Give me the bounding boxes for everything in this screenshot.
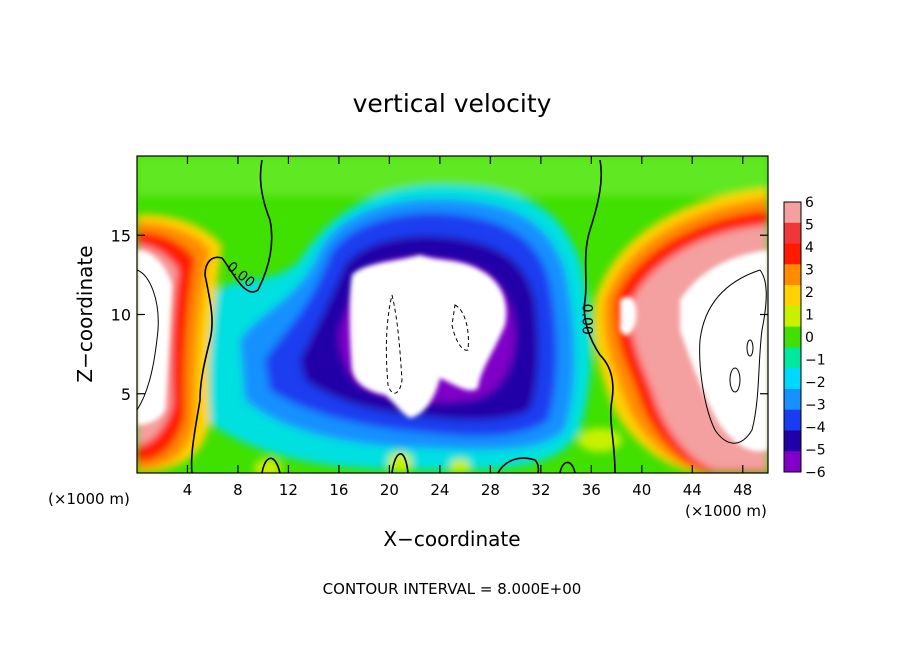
colorbar-label: −5 bbox=[805, 443, 826, 459]
y-tick-label: 15 bbox=[111, 226, 131, 245]
x-tick-label: 12 bbox=[279, 481, 298, 499]
contour-label: 0.00 bbox=[578, 304, 594, 335]
colorbar-swatch bbox=[784, 347, 801, 369]
x-tick-label: 20 bbox=[380, 481, 399, 499]
x-axis-units-right: (×1000 m) bbox=[685, 502, 767, 520]
y-axis-label: Z−coordinate bbox=[73, 245, 97, 382]
colorbar-label: −2 bbox=[805, 375, 826, 391]
colorbar-swatch bbox=[784, 388, 801, 411]
colorbar-label: −6 bbox=[805, 465, 826, 481]
x-tick-label: 40 bbox=[632, 481, 651, 499]
x-tick-label: 44 bbox=[683, 481, 702, 499]
colorbar-frame bbox=[783, 201, 802, 473]
x-tick-label: 8 bbox=[233, 481, 243, 499]
x-axis: 4 8 12 16 20 24 28 32 36 40 44 48 bbox=[183, 156, 752, 499]
colorbar-label: 3 bbox=[805, 263, 814, 279]
x-axis-units-left: (×1000 m) bbox=[48, 490, 130, 508]
zero-contours bbox=[190, 159, 616, 473]
colorbar-swatch bbox=[784, 305, 801, 328]
colorbar-swatch bbox=[784, 430, 801, 452]
chart-title: vertical velocity bbox=[353, 89, 552, 118]
colorbar-label: 1 bbox=[805, 308, 814, 324]
x-tick-label: 16 bbox=[329, 481, 348, 499]
colorbar-label: −4 bbox=[805, 420, 826, 436]
contour-interval-note: CONTOUR INTERVAL = 8.000E+00 bbox=[323, 580, 582, 598]
colorbar-swatch bbox=[784, 243, 801, 265]
colorbar-label: −1 bbox=[805, 353, 826, 369]
y-axis: 5 10 15 bbox=[111, 226, 768, 404]
velocity-field bbox=[137, 156, 768, 473]
colorbar-swatch bbox=[784, 222, 801, 245]
x-tick-label: 48 bbox=[733, 481, 752, 499]
colorbar-label: −3 bbox=[805, 398, 826, 414]
x-axis-label: X−coordinate bbox=[383, 527, 520, 551]
x-tick-label: 24 bbox=[430, 481, 449, 499]
colorbar-swatch bbox=[784, 368, 801, 390]
colorbar-swatch bbox=[784, 409, 801, 431]
colorbar-label: 5 bbox=[805, 218, 814, 234]
colorbar-swatch bbox=[784, 285, 801, 307]
y-tick-label: 10 bbox=[111, 306, 131, 325]
colorbar-swatch bbox=[784, 202, 801, 224]
colorbar-label: 2 bbox=[805, 285, 814, 301]
colorbar-label: 4 bbox=[805, 240, 814, 256]
colorbar-swatch bbox=[784, 451, 801, 473]
x-tick-label: 32 bbox=[531, 481, 550, 499]
colorbar-label: 6 bbox=[805, 195, 814, 211]
colorbar: 6 5 4 3 2 1 0 −1 −2 −3 −4 −5 −6 bbox=[783, 195, 826, 481]
colorbar-swatch bbox=[784, 326, 801, 348]
colorbar-label: 0 bbox=[805, 330, 814, 346]
colorbar-swatch bbox=[784, 264, 801, 286]
x-tick-label: 4 bbox=[183, 481, 193, 499]
x-tick-label: 28 bbox=[481, 481, 500, 499]
x-tick-label: 36 bbox=[582, 481, 601, 499]
negative-contours bbox=[385, 294, 469, 394]
y-tick-label: 5 bbox=[121, 385, 131, 404]
